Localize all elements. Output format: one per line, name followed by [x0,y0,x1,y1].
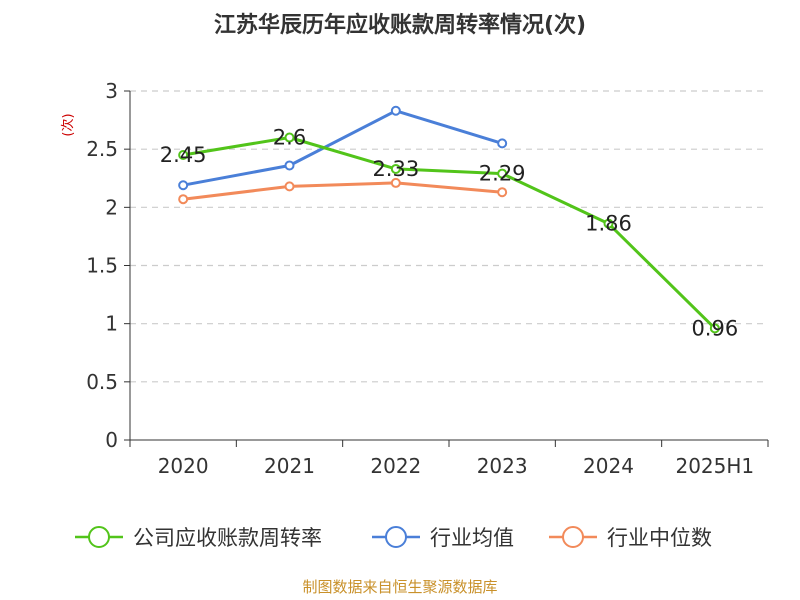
x-tick-label: 2024 [583,454,634,478]
x-tick-label: 2022 [370,454,421,478]
data-point [178,194,189,205]
data-point [497,187,508,198]
y-tick-label: 3 [105,79,118,103]
series-line [182,136,716,330]
x-tick-label: 2023 [477,454,528,478]
chart-title: 江苏华辰历年应收账款周转率情况(次) [214,12,586,38]
grid-lines [130,90,768,383]
data-point [390,105,401,116]
data-point [497,168,508,179]
axes: 0 0.5 1 1.5 2 2.5 3 2020 2021 2022 2023 2024 2025H1 [86,79,769,478]
legend-marker [562,526,584,548]
legend: 公司应收账款周转率 行业均值 行业中位数 [75,526,712,550]
data-label: 2.6 [273,126,306,150]
y-tick-label: 0 [105,428,118,452]
series-lines [178,105,720,334]
data-label: 1.86 [585,212,632,236]
data-point [497,138,508,149]
data-point [284,132,295,143]
data-point [178,149,189,160]
data-point [390,177,401,188]
y-tick-label: 2 [105,195,118,219]
series-line [182,109,503,187]
data-point [603,218,614,229]
legend-marker [88,526,110,548]
legend-label: 行业均值 [430,526,514,550]
y-tick-label: 1.5 [86,254,118,278]
legend-label: 公司应收账款周转率 [133,526,322,550]
data-point [390,163,401,174]
data-point [284,160,295,171]
x-tick-label: 2025H1 [675,454,754,478]
data-label: 2.45 [160,143,207,167]
data-point [284,181,295,192]
data-label: 0.96 [691,316,738,340]
y-tick-label: 0.5 [86,370,118,394]
source-note: 制图数据来自恒生聚源数据库 [302,578,497,596]
legend-label: 行业中位数 [607,526,712,550]
x-tick-label: 2020 [158,454,209,478]
data-labels: 2.45 2.6 2.33 2.29 1.86 0.96 [160,126,738,341]
data-label: 2.33 [372,157,419,181]
y-tick-label: 1 [105,312,118,336]
y-tick-label: 2.5 [86,137,118,161]
legend-marker [385,526,407,548]
data-label: 2.29 [479,162,526,186]
series-line [183,181,503,201]
y-axis-label: (次) [60,113,76,136]
x-tick-label: 2021 [264,454,315,478]
data-point [709,323,720,334]
data-point [178,180,189,191]
